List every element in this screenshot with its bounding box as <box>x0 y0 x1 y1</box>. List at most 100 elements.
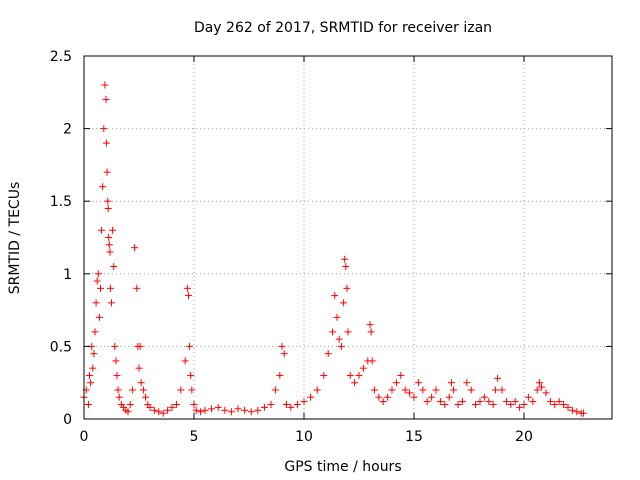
data-point <box>168 403 176 411</box>
data-point <box>529 398 537 406</box>
data-point <box>388 386 396 394</box>
data-point <box>454 400 462 408</box>
data-point <box>100 125 108 133</box>
data-point <box>137 379 145 387</box>
data-point <box>560 400 568 408</box>
x-axis-label: GPS time / hours <box>284 459 401 475</box>
data-point <box>516 403 524 411</box>
data-point <box>105 241 113 249</box>
y-tick-label: 2.5 <box>50 49 72 65</box>
data-point <box>367 328 375 336</box>
data-point <box>467 386 475 394</box>
data-point <box>476 398 484 406</box>
data-point <box>406 389 414 397</box>
data-point <box>491 386 499 394</box>
data-point <box>287 403 295 411</box>
data-point <box>337 342 345 350</box>
data-point <box>106 248 114 256</box>
data-point <box>92 299 100 307</box>
data-point <box>136 342 144 350</box>
data-point <box>344 328 352 336</box>
data-point <box>397 371 405 379</box>
data-point <box>447 379 455 387</box>
x-tick-label: 0 <box>80 429 89 445</box>
data-point <box>542 389 550 397</box>
data-point <box>366 321 374 329</box>
data-point <box>97 284 104 292</box>
data-point <box>135 364 143 372</box>
data-point <box>111 342 119 350</box>
data-point <box>221 406 229 414</box>
data-point <box>573 408 581 416</box>
data-point <box>187 371 195 379</box>
data-points <box>80 81 587 417</box>
data-point <box>392 379 400 387</box>
data-point <box>375 393 383 401</box>
data-point <box>84 400 92 408</box>
data-point <box>186 342 194 350</box>
data-point <box>436 398 444 406</box>
data-point <box>93 277 101 285</box>
data-point <box>139 386 147 394</box>
data-point <box>87 379 95 387</box>
data-point <box>535 379 543 387</box>
data-point <box>507 400 515 408</box>
data-point <box>113 371 121 379</box>
data-point <box>489 400 497 408</box>
data-point <box>109 226 117 234</box>
data-point <box>346 371 354 379</box>
data-point <box>185 292 192 300</box>
y-tick-label: 1.5 <box>50 194 72 210</box>
data-point <box>379 398 387 406</box>
axis-ticks <box>83 55 612 420</box>
data-point <box>197 408 205 416</box>
data-point <box>103 168 111 176</box>
data-point <box>183 284 191 292</box>
data-point <box>342 263 350 271</box>
data-point <box>234 405 242 413</box>
data-point <box>254 406 262 414</box>
data-point <box>101 81 109 89</box>
data-point <box>463 379 471 387</box>
data-point <box>313 386 321 394</box>
data-point <box>114 386 122 394</box>
data-point <box>494 374 502 382</box>
data-point <box>150 406 158 414</box>
data-point <box>146 403 154 411</box>
data-point <box>551 400 559 408</box>
y-tick-label: 0 <box>63 412 72 428</box>
data-point <box>260 403 268 411</box>
data-point <box>450 386 458 394</box>
data-point <box>188 386 196 394</box>
data-point <box>208 405 216 413</box>
data-point <box>324 350 332 358</box>
data-point <box>110 263 118 271</box>
data-point <box>498 386 506 394</box>
data-point <box>300 398 308 406</box>
data-point <box>282 400 290 408</box>
data-point <box>181 357 189 365</box>
data-point <box>307 393 315 401</box>
x-tick-label: 10 <box>295 429 313 445</box>
y-tick-label: 1 <box>63 267 72 283</box>
data-point <box>355 371 363 379</box>
data-point <box>112 357 120 365</box>
data-point <box>214 403 222 411</box>
data-point <box>276 371 284 379</box>
data-point <box>410 393 418 401</box>
data-point <box>335 335 343 343</box>
data-point <box>293 400 301 408</box>
data-point <box>414 379 422 387</box>
data-point <box>89 364 97 372</box>
data-point <box>201 406 209 414</box>
data-point <box>86 371 93 379</box>
data-point <box>155 408 163 416</box>
data-point <box>359 364 367 372</box>
data-point <box>159 409 167 417</box>
data-point <box>106 284 114 292</box>
data-point <box>579 409 587 417</box>
data-point <box>190 400 198 408</box>
data-point <box>247 408 255 416</box>
